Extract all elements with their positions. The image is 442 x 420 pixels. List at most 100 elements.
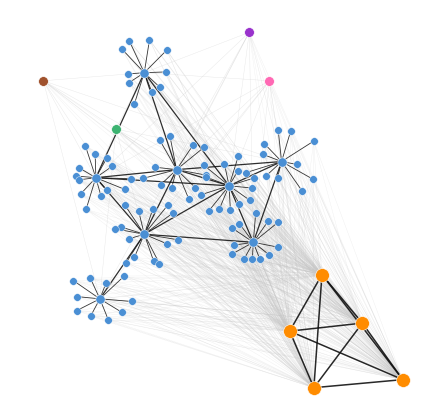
Point bbox=[126, 79, 133, 86]
Point bbox=[70, 277, 77, 284]
Point bbox=[83, 206, 90, 213]
Point bbox=[225, 182, 232, 189]
Point bbox=[261, 140, 268, 147]
Point bbox=[200, 144, 207, 151]
Point bbox=[150, 257, 157, 264]
Point bbox=[111, 226, 118, 232]
Point bbox=[140, 175, 147, 182]
Point bbox=[227, 207, 234, 213]
Point bbox=[127, 176, 134, 182]
Point bbox=[141, 231, 148, 238]
Point bbox=[164, 202, 171, 208]
Point bbox=[121, 273, 128, 279]
Point bbox=[117, 223, 124, 230]
Point bbox=[173, 166, 180, 173]
Point bbox=[202, 173, 210, 180]
Point bbox=[168, 184, 175, 191]
Point bbox=[164, 241, 171, 247]
Point bbox=[126, 236, 133, 242]
Point bbox=[206, 207, 213, 214]
Point bbox=[200, 162, 207, 169]
Point bbox=[131, 254, 138, 261]
Point bbox=[87, 275, 94, 281]
Point bbox=[91, 150, 99, 157]
Point bbox=[275, 244, 282, 251]
Point bbox=[286, 328, 293, 334]
Point bbox=[216, 205, 223, 212]
Point bbox=[265, 218, 272, 224]
Point bbox=[131, 100, 138, 107]
Point bbox=[162, 68, 169, 75]
Point bbox=[108, 163, 115, 170]
Point bbox=[247, 197, 254, 204]
Point bbox=[309, 176, 316, 182]
Point bbox=[241, 255, 248, 262]
Point bbox=[112, 126, 119, 133]
Point bbox=[359, 320, 366, 326]
Point bbox=[246, 29, 253, 36]
Point bbox=[149, 89, 156, 95]
Point bbox=[118, 45, 125, 52]
Point bbox=[73, 173, 80, 179]
Point bbox=[77, 191, 84, 197]
Point bbox=[135, 208, 142, 215]
Point bbox=[82, 142, 89, 149]
Point bbox=[310, 384, 317, 391]
Point bbox=[170, 210, 177, 216]
Point bbox=[128, 298, 135, 305]
Point bbox=[230, 242, 237, 249]
Point bbox=[198, 192, 205, 198]
Point bbox=[146, 37, 153, 43]
Point bbox=[249, 255, 256, 262]
Point bbox=[40, 77, 47, 84]
Point bbox=[399, 376, 406, 383]
Point bbox=[235, 152, 242, 159]
Point bbox=[274, 126, 282, 133]
Point bbox=[274, 174, 281, 181]
Point bbox=[203, 172, 210, 178]
Point bbox=[105, 317, 112, 323]
Point bbox=[121, 202, 128, 208]
Point bbox=[126, 38, 133, 45]
Point bbox=[163, 47, 170, 53]
Point bbox=[92, 174, 99, 181]
Point bbox=[167, 133, 174, 140]
Point bbox=[73, 293, 80, 300]
Point bbox=[234, 168, 241, 174]
Point bbox=[310, 138, 317, 144]
Point bbox=[266, 252, 273, 258]
Point bbox=[96, 296, 103, 302]
Point bbox=[256, 255, 263, 262]
Point bbox=[263, 172, 270, 179]
Point bbox=[185, 196, 192, 202]
Point bbox=[174, 236, 181, 243]
Point bbox=[76, 165, 83, 171]
Point bbox=[318, 271, 325, 278]
Point bbox=[73, 307, 80, 314]
Point bbox=[248, 185, 255, 192]
Point bbox=[229, 225, 236, 231]
Point bbox=[221, 160, 228, 167]
Point bbox=[149, 205, 156, 212]
Point bbox=[122, 186, 129, 193]
Point bbox=[87, 313, 94, 320]
Point bbox=[156, 136, 163, 143]
Point bbox=[156, 84, 164, 91]
Point bbox=[157, 181, 164, 188]
Point bbox=[75, 176, 82, 183]
Point bbox=[275, 219, 282, 226]
Point bbox=[98, 193, 105, 199]
Point bbox=[189, 142, 196, 149]
Point bbox=[236, 220, 243, 227]
Point bbox=[122, 260, 130, 266]
Point bbox=[104, 187, 111, 194]
Point bbox=[156, 260, 163, 267]
Point bbox=[266, 77, 273, 84]
Point bbox=[250, 239, 257, 246]
Point bbox=[242, 169, 249, 176]
Point bbox=[141, 69, 148, 76]
Point bbox=[228, 251, 235, 257]
Point bbox=[103, 154, 110, 161]
Point bbox=[294, 161, 301, 168]
Point bbox=[192, 184, 199, 191]
